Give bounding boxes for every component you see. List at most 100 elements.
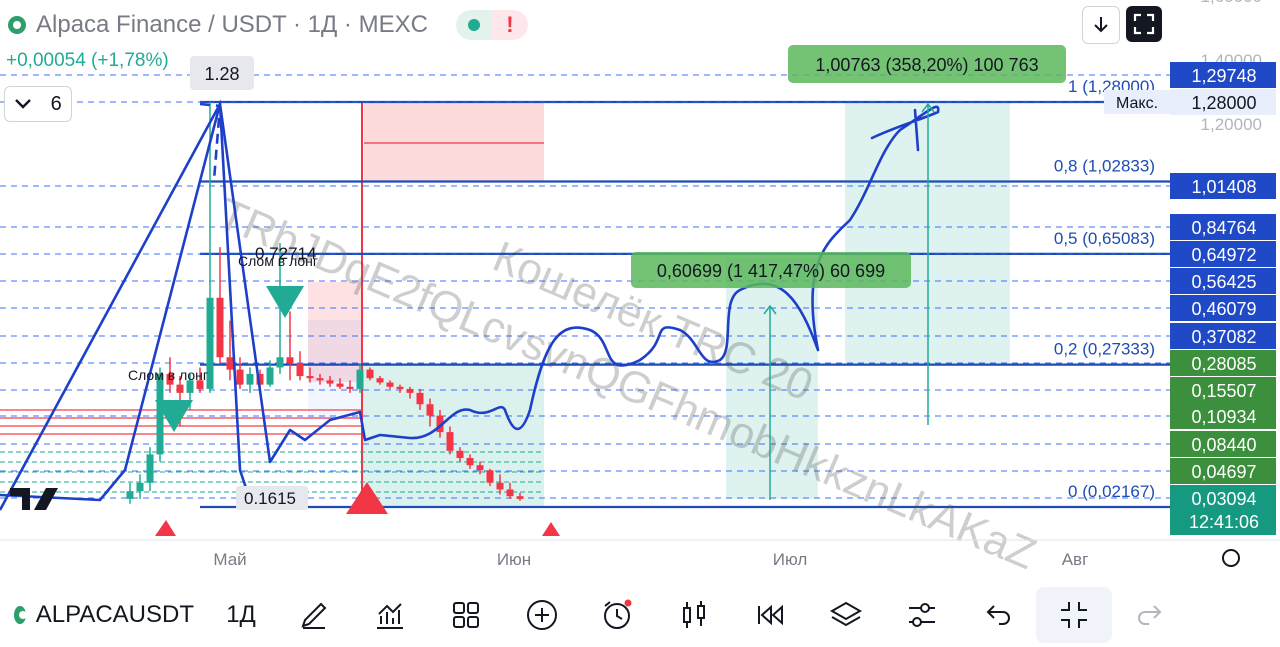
alert-button[interactable] <box>580 587 656 643</box>
undo-button[interactable] <box>960 587 1036 643</box>
candle-body <box>236 369 244 385</box>
price-badge: 0,10934 <box>1191 407 1256 427</box>
candle-body <box>196 380 204 389</box>
candle-body <box>326 380 334 384</box>
fib-level-label: 0,5 (0,65083) <box>1054 229 1155 248</box>
last-price-badge: 0,03094 <box>1191 489 1256 509</box>
candle-body <box>516 496 524 499</box>
layers-button[interactable] <box>808 587 884 643</box>
price-scale-tick: 1,20000 <box>1201 115 1262 134</box>
price-badge-bg <box>1170 431 1276 457</box>
last-price-badge-bg <box>1170 485 1276 535</box>
sell-signal-triangle <box>542 522 560 536</box>
candle-body <box>336 383 344 387</box>
price-badge-bg <box>1170 268 1276 294</box>
alert-clock-icon <box>604 599 632 629</box>
price-badge-bg <box>1170 350 1276 376</box>
candle-body <box>306 376 314 379</box>
price-badge-bg <box>1170 214 1276 240</box>
buy-signal-triangle <box>155 400 193 432</box>
add-button[interactable] <box>504 587 580 643</box>
sell-signal-triangle <box>346 482 388 514</box>
templates-button[interactable] <box>428 587 504 643</box>
templates-icon <box>453 602 479 628</box>
symbol-title[interactable]: Alpaca Finance / USDT · 1Д · MEXC <box>36 11 428 38</box>
redo-icon <box>1138 605 1162 625</box>
hand-drawing <box>0 99 940 511</box>
chart-area[interactable]: 1 (1,28000)0,8 (1,02833)0,5 (0,65083)0,2… <box>0 0 1280 580</box>
sell-signal-triangle <box>155 520 176 536</box>
price-badge-bg <box>1170 295 1276 321</box>
price-badge-bg <box>1170 377 1276 403</box>
fullscreen-button[interactable] <box>1126 6 1162 42</box>
price-badge: 0,84764 <box>1191 218 1256 238</box>
redo-button[interactable] <box>1112 587 1188 643</box>
low-price-label: 0.1615 <box>244 489 296 508</box>
market-open-icon[interactable] <box>455 10 492 40</box>
price-badge-bg <box>1170 458 1276 484</box>
candle-body <box>166 373 174 385</box>
price-label: 0.72714 <box>255 244 316 263</box>
candle-body <box>266 367 274 385</box>
candle-body <box>186 380 194 393</box>
chevron-down-icon <box>14 93 32 116</box>
price-badge-bg <box>1170 62 1276 88</box>
indicators-icon <box>377 603 403 629</box>
settings-button[interactable] <box>884 587 960 643</box>
candle-body <box>396 386 404 389</box>
candle-body <box>366 369 374 379</box>
time-tick: Июл <box>773 550 808 569</box>
high-price-label: 1.28 <box>204 64 239 84</box>
candle-body <box>356 369 364 389</box>
candle-body <box>496 482 504 490</box>
settings-icon <box>909 603 935 627</box>
draw-tool-button[interactable] <box>276 587 352 643</box>
time-tick: Май <box>213 550 246 569</box>
indicators-button[interactable] <box>352 587 428 643</box>
alert-icon[interactable]: ! <box>491 10 528 40</box>
price-badge: 1,28000 <box>1191 93 1256 113</box>
candle-body <box>506 489 514 497</box>
market-status[interactable]: ! <box>455 10 528 40</box>
high-label-box <box>190 56 254 90</box>
interval-selector[interactable]: 1Д <box>226 601 256 628</box>
candle-body <box>246 373 254 385</box>
measure-box-2-label: 1,00763 (358,20%) 100 763 <box>815 55 1038 75</box>
add-icon <box>527 600 557 630</box>
measure-zone-1 <box>726 257 818 499</box>
price-badge: 0,15507 <box>1191 381 1256 401</box>
chart-header: Alpaca Finance / USDT · 1Д · MEXC ! <box>8 10 528 40</box>
download-icon <box>1094 17 1108 33</box>
candle-body <box>176 384 184 393</box>
fib-level-label: 0 (0,02167) <box>1068 482 1155 501</box>
price-scale: 1,600001,400001,200001,29748Макс.1,28000… <box>1104 0 1280 580</box>
undo-icon <box>986 605 1010 625</box>
pencil-icon <box>301 602 327 629</box>
measure-box-1-label: 0,60699 (1 417,47%) 60 699 <box>657 261 885 281</box>
annotation-break-long: Слом в лонг <box>128 367 208 383</box>
collapse-button[interactable] <box>1036 587 1112 643</box>
alpaca-coin-icon <box>14 606 27 624</box>
measure-arrow-2 <box>921 102 935 425</box>
candle-body <box>136 482 144 492</box>
candle-body <box>466 457 474 466</box>
chart-type-button[interactable] <box>656 587 732 643</box>
symbol-selector[interactable]: ALPACAUSDT <box>14 601 194 629</box>
price-badge: 0,28085 <box>1191 354 1256 374</box>
measure-box-2-bg <box>788 45 1066 83</box>
price-badge: 1,01408 <box>1191 177 1256 197</box>
price-scale-tick: 1,60000 <box>1201 0 1262 6</box>
max-tag: Макс. <box>1116 95 1158 112</box>
candle-body <box>446 432 454 451</box>
time-tick: Июн <box>497 550 531 569</box>
download-button[interactable] <box>1082 6 1120 44</box>
replay-button[interactable] <box>732 587 808 643</box>
hand-drawn-wave <box>0 99 252 511</box>
fib-retracement: 1 (1,28000)0,8 (1,02833)0,5 (0,65083)0,2… <box>0 74 1170 509</box>
replay-icon <box>758 604 783 626</box>
price-badge-bg <box>1170 403 1276 429</box>
indicators-toggle[interactable]: 6 <box>4 86 72 122</box>
candle-body <box>126 491 134 499</box>
candle-body <box>436 415 444 433</box>
annotation-break-long: Слом в лонг <box>238 253 318 269</box>
